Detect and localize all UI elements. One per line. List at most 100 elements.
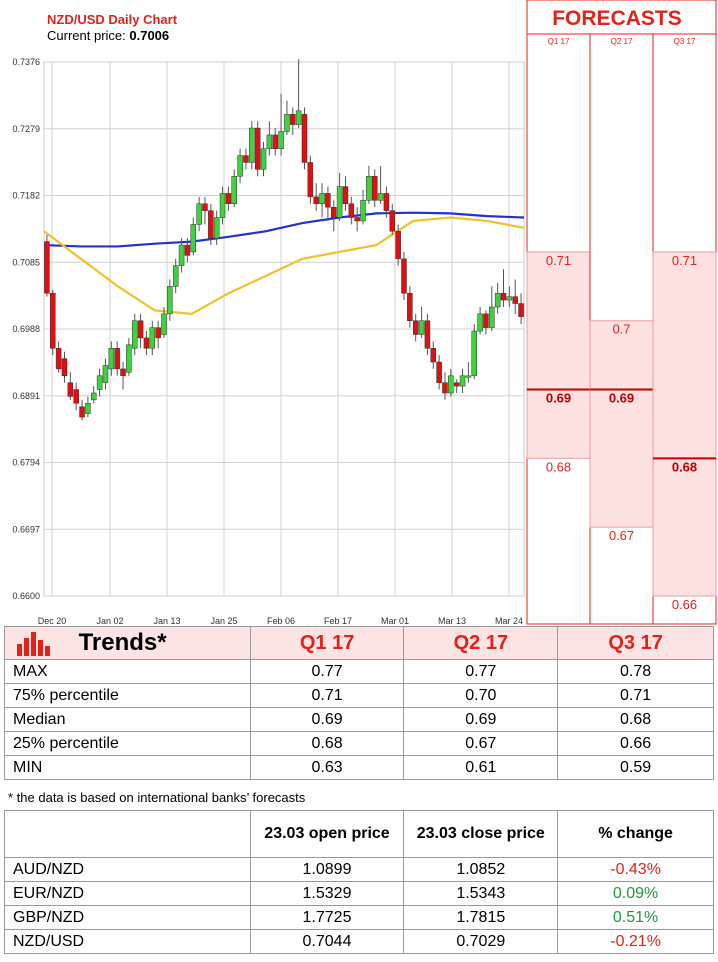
forecast-range: [652, 251, 717, 597]
candle-down: [44, 241, 50, 294]
trends-col-q2: Q2 17: [403, 626, 559, 660]
trends-header: Trends* Q1 17 Q2 17 Q3 17: [4, 626, 714, 660]
trends-cell: 0.61: [403, 755, 559, 780]
pairs-header-empty: [4, 810, 251, 858]
candle-up: [448, 375, 454, 394]
candle-up: [418, 320, 425, 335]
x-tick-label: Dec 20: [38, 616, 67, 626]
pair-change: 0.51%: [557, 905, 714, 930]
forecast-col-header: Q3 17: [674, 37, 696, 46]
trends-cell: 0.77: [403, 659, 559, 684]
trends-cell: 0.77: [249, 659, 405, 684]
x-tick-label: Jan 13: [153, 616, 180, 626]
candle-up: [190, 224, 197, 253]
pair-open: 1.5329: [249, 881, 405, 906]
candle-down: [137, 320, 144, 339]
candle-up: [102, 365, 109, 383]
candle-up: [231, 175, 237, 205]
pair-row: AUD/NZD 1.0899 1.0852 -0.43%: [4, 857, 714, 882]
pair-change: -0.43%: [557, 857, 714, 882]
y-tick-label: 0.6891: [12, 391, 40, 401]
pair-name: AUD/NZD: [4, 857, 251, 882]
y-tick-label: 0.7182: [12, 191, 40, 201]
candle-up: [131, 320, 138, 349]
candle-down: [225, 193, 232, 205]
trends-row-label: Median: [4, 707, 251, 732]
candle-up: [465, 375, 472, 378]
candle-down: [371, 175, 378, 201]
candle-down: [518, 303, 524, 317]
trends-cell: 0.68: [249, 731, 405, 756]
trends-title-cell: Trends*: [4, 626, 251, 660]
y-tick-label: 0.6697: [12, 524, 40, 534]
forecast-value: 0.67: [609, 528, 634, 543]
pairs-header-close: 23.03 close price: [403, 810, 559, 858]
trends-row: 25% percentile 0.68 0.67 0.66: [4, 731, 714, 756]
forecast-value: 0.71: [672, 253, 697, 268]
x-tick-label: Mar 24: [495, 616, 523, 626]
candle-down: [453, 382, 460, 387]
candle-down: [272, 134, 278, 149]
trends-row-label: 25% percentile: [4, 731, 251, 756]
candle-up: [295, 110, 302, 125]
candles: [44, 59, 524, 421]
y-tick-label: 0.6794: [12, 458, 40, 468]
candle-down: [325, 193, 331, 208]
trends-row: 75% percentile 0.71 0.70 0.71: [4, 683, 714, 708]
candle-up: [366, 175, 372, 201]
candle-down: [202, 203, 208, 211]
trends-col-q3: Q3 17: [557, 626, 714, 660]
candle-up: [459, 375, 466, 387]
candle-up: [494, 292, 501, 308]
candle-down: [143, 337, 150, 349]
trends-title: Trends*: [78, 629, 167, 656]
x-tick-label: Feb 06: [267, 616, 295, 626]
candle-down: [331, 206, 337, 218]
candle-up: [213, 217, 220, 239]
pairs-header-change: % change: [557, 810, 714, 858]
x-tick-label: Mar 13: [438, 616, 466, 626]
candle-down: [73, 389, 79, 404]
trends-row: Median 0.69 0.69 0.68: [4, 707, 714, 732]
chart-grid: 0.7376 0.7279 0.7182 0.7085 0.6988 0.6891 0.67…: [12, 57, 525, 626]
trends-table: Trends* Q1 17 Q2 17 Q3 17 MAX 0.77 0.77 0.7…: [4, 626, 714, 780]
candle-up: [260, 148, 267, 170]
candle-up: [377, 193, 384, 201]
candle-down: [395, 231, 401, 260]
candle-down: [313, 196, 319, 205]
forecast-value: 0.68: [672, 459, 697, 474]
trends-cell: 0.68: [557, 707, 714, 732]
trends-cell: 0.71: [249, 683, 405, 708]
candle-up: [266, 134, 273, 149]
candle-up: [172, 265, 179, 287]
ma-yellow-line: [43, 216, 525, 315]
bar-chart-icon: [17, 632, 50, 656]
candle-down: [348, 203, 355, 218]
candle-down: [430, 348, 437, 363]
pair-close: 1.7815: [403, 905, 559, 930]
trends-row: MAX 0.77 0.77 0.78: [4, 659, 714, 684]
pair-row: GBP/NZD 1.7725 1.7815 0.51%: [4, 905, 714, 930]
candle-up: [196, 203, 202, 225]
chart-title: NZD/USD Daily Chart: [47, 12, 178, 27]
currency-pairs-table: 23.03 open price 23.03 close price % cha…: [4, 810, 714, 954]
pair-change: 0.09%: [557, 881, 714, 906]
x-tick-label: Jan 25: [210, 616, 237, 626]
candle-down: [424, 320, 431, 349]
candle-up: [178, 244, 185, 266]
pair-name: NZD/USD: [4, 929, 251, 954]
candle-down: [354, 217, 360, 222]
candle-down: [301, 114, 308, 163]
pair-close: 0.7029: [403, 929, 559, 954]
pair-close: 1.0852: [403, 857, 559, 882]
trends-cell: 0.70: [403, 683, 559, 708]
trends-cell: 0.71: [557, 683, 714, 708]
candle-up: [489, 306, 495, 328]
footnote: * the data is based on international ban…: [8, 790, 306, 805]
trends-row: MIN 0.63 0.61 0.59: [4, 755, 714, 780]
candle-down: [114, 348, 120, 370]
forecast-value: 0.71: [546, 253, 571, 268]
candle-down: [407, 292, 413, 321]
candle-up: [219, 193, 226, 218]
x-tick-label: Mar 01: [381, 616, 409, 626]
